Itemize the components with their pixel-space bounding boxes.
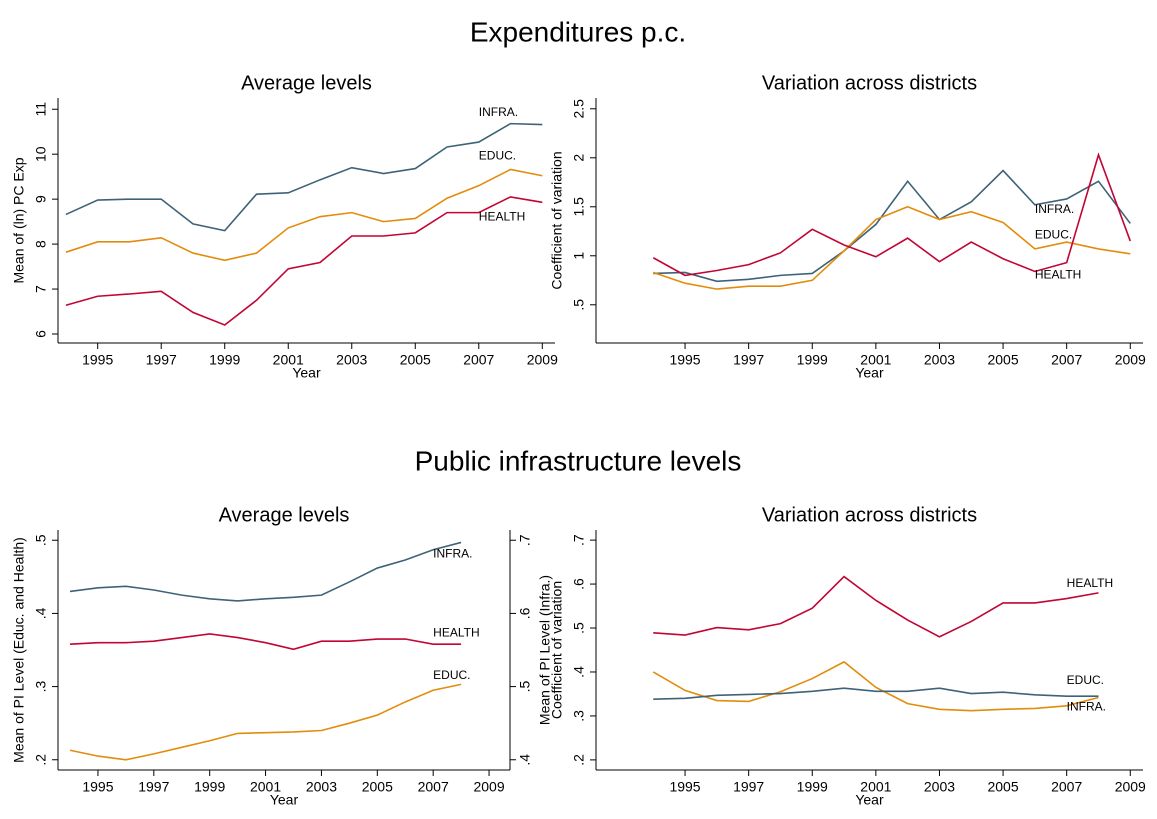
x-axis-label: Year bbox=[855, 792, 884, 808]
x-tick-label: 2005 bbox=[400, 352, 431, 368]
x-tick-label: 2007 bbox=[418, 779, 449, 795]
section-title: Public infrastructure levels bbox=[415, 445, 742, 476]
chart-title: Variation across districts bbox=[762, 504, 977, 526]
y-tick-label: .4 bbox=[571, 666, 587, 678]
series-label: HEALTH bbox=[479, 209, 525, 223]
y-tick-label: .3 bbox=[571, 710, 587, 722]
y-tick-label: .6 bbox=[571, 578, 587, 590]
x-tick-label: 2003 bbox=[924, 352, 955, 368]
y-tick-label: .2 bbox=[571, 754, 587, 766]
y-tick-label: 2.5 bbox=[571, 99, 587, 119]
y-tick-label: .4 bbox=[33, 607, 49, 619]
y-tick-label: .2 bbox=[33, 754, 49, 766]
series-line bbox=[653, 575, 1099, 638]
y-tick-label: .3 bbox=[33, 681, 49, 693]
x-tick-label: 2009 bbox=[1115, 352, 1146, 368]
series-line bbox=[65, 196, 543, 326]
series-label: INFRA. bbox=[479, 105, 518, 119]
series-label: HEALTH bbox=[1035, 268, 1081, 282]
x-tick-label: 2001 bbox=[860, 352, 891, 368]
x-tick-label: 1999 bbox=[194, 779, 225, 795]
y-axis-label: Coefficient of variation bbox=[549, 581, 565, 719]
y-tick-label: 1.5 bbox=[571, 197, 587, 217]
series-label: HEALTH bbox=[1067, 576, 1113, 590]
y-tick-label: 8 bbox=[33, 240, 49, 248]
x-tick-label: 2005 bbox=[987, 779, 1018, 795]
x-tick-label: 1999 bbox=[209, 352, 240, 368]
y2-axis-label: Mean of PI Level (Infra.) bbox=[537, 575, 553, 725]
series-label: EDUC. bbox=[479, 149, 516, 163]
y-tick-label: .5 bbox=[33, 534, 49, 546]
y-tick-label: .5 bbox=[571, 622, 587, 634]
series-line bbox=[653, 169, 1131, 283]
x-tick-label: 1995 bbox=[669, 352, 700, 368]
y-axis-label: Mean of PI Level (Educ. and Health) bbox=[11, 537, 27, 763]
y-axis-label: Mean of (ln) PC Exp bbox=[11, 157, 27, 283]
series-label: EDUC. bbox=[433, 668, 470, 682]
x-tick-label: 1997 bbox=[733, 779, 764, 795]
y-tick-label: 7 bbox=[33, 285, 49, 293]
chart-title: Variation across districts bbox=[762, 72, 977, 94]
section-title: Expenditures p.c. bbox=[470, 16, 686, 47]
series-line bbox=[69, 541, 462, 602]
x-tick-label: 1997 bbox=[138, 779, 169, 795]
series-line bbox=[653, 687, 1099, 701]
y-tick-label: 2 bbox=[571, 154, 587, 162]
x-tick-label: 1999 bbox=[797, 779, 828, 795]
series-label: EDUC. bbox=[1035, 227, 1072, 241]
x-tick-label: 2007 bbox=[1051, 779, 1082, 795]
series-line bbox=[65, 168, 543, 262]
x-tick-label: 1995 bbox=[82, 352, 113, 368]
y-tick-label: 6 bbox=[33, 330, 49, 338]
y-tick-label: .5 bbox=[571, 299, 587, 311]
series-label: INFRA. bbox=[1035, 202, 1074, 216]
x-axis-label: Year bbox=[855, 365, 884, 381]
chart-title: Average levels bbox=[241, 72, 372, 94]
series-line bbox=[652, 660, 1099, 712]
x-tick-label: 2009 bbox=[527, 352, 558, 368]
x-tick-label: 2003 bbox=[306, 779, 337, 795]
series-line bbox=[65, 122, 543, 232]
y-tick-label: 11 bbox=[33, 102, 49, 117]
y2-tick-label: .4 bbox=[517, 754, 533, 766]
y2-tick-label: .5 bbox=[517, 681, 533, 693]
x-tick-label: 2003 bbox=[924, 779, 955, 795]
series-label: INFRA. bbox=[1067, 699, 1106, 713]
x-tick-label: 1999 bbox=[797, 352, 828, 368]
y-tick-label: .7 bbox=[571, 534, 587, 546]
x-tick-label: 2007 bbox=[1051, 352, 1082, 368]
x-tick-label: 2009 bbox=[473, 779, 504, 795]
y2-tick-label: .7 bbox=[517, 534, 533, 546]
x-tick-label: 2007 bbox=[463, 352, 494, 368]
series-label: INFRA. bbox=[433, 546, 472, 560]
chart-title: Average levels bbox=[219, 504, 350, 526]
series-line bbox=[652, 205, 1131, 290]
y2-tick-label: .6 bbox=[517, 607, 533, 619]
y-tick-label: 10 bbox=[33, 146, 49, 162]
series-line bbox=[69, 633, 462, 651]
series-line bbox=[69, 683, 462, 761]
x-tick-label: 2001 bbox=[860, 779, 891, 795]
x-tick-label: 1997 bbox=[146, 352, 177, 368]
y-tick-label: 1 bbox=[571, 252, 587, 260]
x-tick-label: 1997 bbox=[733, 352, 764, 368]
x-axis-label: Year bbox=[292, 365, 321, 381]
x-tick-label: 2009 bbox=[1115, 779, 1146, 795]
x-tick-label: 1995 bbox=[669, 779, 700, 795]
y-axis-label: Coefficient of variation bbox=[549, 151, 565, 289]
x-tick-label: 2001 bbox=[250, 779, 281, 795]
series-label: HEALTH bbox=[433, 625, 479, 639]
series-line bbox=[652, 152, 1132, 277]
x-tick-label: 2005 bbox=[362, 779, 393, 795]
x-tick-label: 2003 bbox=[336, 352, 367, 368]
y-tick-label: 9 bbox=[33, 195, 49, 203]
x-axis-label: Year bbox=[270, 792, 299, 808]
x-tick-label: 2005 bbox=[987, 352, 1018, 368]
x-tick-label: 2001 bbox=[273, 352, 304, 368]
x-tick-label: 1995 bbox=[82, 779, 113, 795]
series-label: EDUC. bbox=[1067, 673, 1104, 687]
